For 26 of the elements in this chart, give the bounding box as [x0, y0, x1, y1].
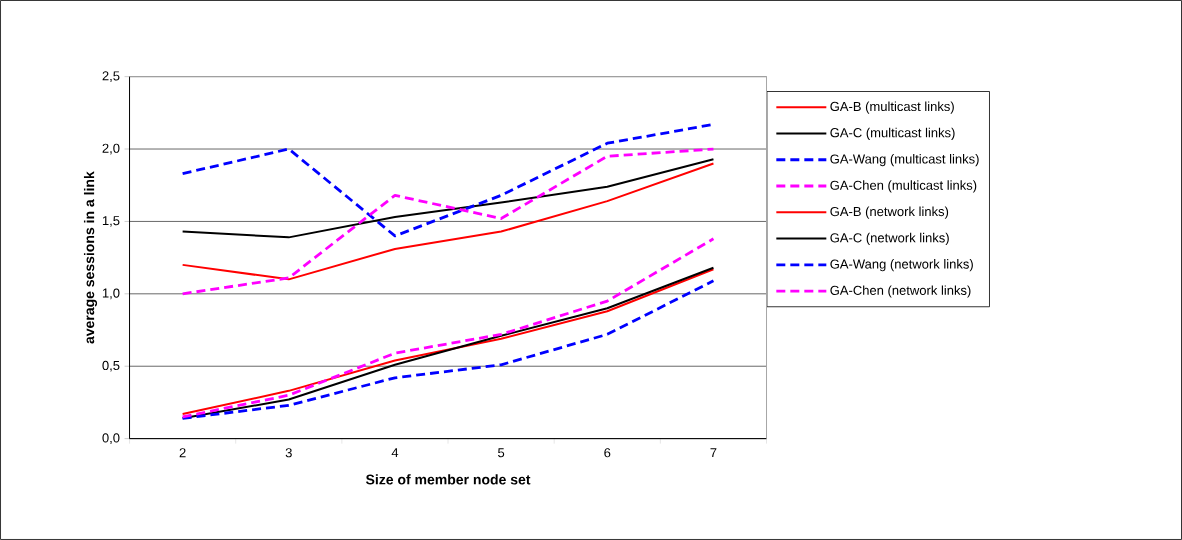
y-tick-label: 2,5	[102, 71, 120, 82]
y-axis-title: average sessions in a link	[83, 171, 98, 344]
x-tick-label: 4	[391, 448, 399, 458]
legend-label: GA-Chen (network links)	[830, 285, 971, 298]
legend-label: GA-Wang (network links)	[830, 259, 973, 272]
y-tick-label: 2,0	[102, 143, 120, 155]
y-tick-label: 1,0	[102, 288, 120, 300]
x-tick-label: 7	[710, 448, 717, 458]
legend-label: GA-Wang (multicast links)	[830, 154, 979, 167]
x-tick-label: 6	[604, 448, 611, 458]
x-tick-label: 3	[285, 448, 292, 458]
legend-label: GA-B (network links)	[830, 206, 949, 219]
y-tick-label: 0,5	[102, 360, 120, 372]
x-axis-title: Size of member node set	[365, 474, 531, 485]
legend-label: GA-C (network links)	[830, 232, 949, 245]
legend-label: GA-C (multicast links)	[830, 127, 955, 140]
x-tick-label: 5	[498, 448, 505, 458]
legend-label: GA-Chen (multicast links)	[830, 180, 977, 193]
y-tick-label: 1,5	[102, 216, 120, 227]
legend-label: GA-B (multicast links)	[830, 101, 954, 114]
line-series	[181, 147, 715, 296]
x-tick-label: 2	[179, 448, 186, 458]
y-tick-label: 0,0	[102, 433, 120, 444]
line-series	[181, 158, 715, 239]
line-series	[181, 162, 715, 281]
line-series	[181, 237, 715, 419]
